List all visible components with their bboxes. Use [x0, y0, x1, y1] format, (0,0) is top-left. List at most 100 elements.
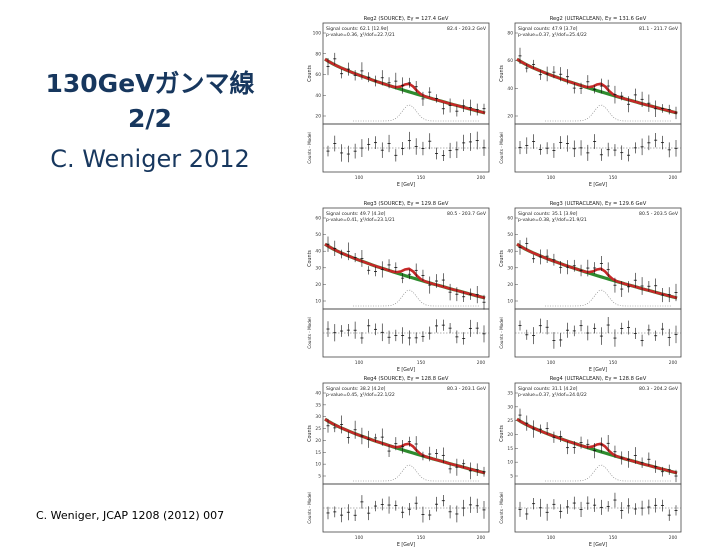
x-tick-label: 150 [609, 175, 618, 181]
x-tick-label: 100 [355, 360, 364, 366]
slide-title: 130GeVガンマ線 [45, 69, 255, 98]
panel-header: Reg2 (SOURCE), Eγ = 127.4 GeV [364, 16, 449, 22]
background-model-curve [324, 242, 486, 300]
signal-fit-curve [516, 243, 678, 300]
y-tick-label: 10 [507, 299, 513, 305]
background-model-curve [324, 417, 486, 475]
y-axis-label: Counts [499, 65, 505, 82]
x-tick-label: 200 [669, 535, 678, 541]
y-tick-label: 20 [315, 438, 321, 444]
spectrum-plot: Reg2 (ULTRACLEAN), Eγ = 131.6 GeV Signal … [499, 16, 682, 188]
x-tick-label: 100 [547, 360, 556, 366]
spectrum-panel: Reg4 (SOURCE), Eγ = 128.8 GeV Signal coun… [305, 372, 495, 548]
y-tick-label: 30 [507, 404, 513, 410]
y-tick-label: 20 [315, 282, 321, 288]
y-axis-label: Counts [307, 250, 313, 267]
signal-counts-label: Signal counts: 31.1 [4.2σ] [518, 386, 578, 392]
y-tick-label: 25 [315, 426, 321, 432]
y-tick-label: 40 [315, 391, 321, 397]
spectrum-panel: Reg3 (ULTRACLEAN), Eγ = 129.6 GeV Signal … [497, 197, 687, 373]
x-tick-label: 100 [547, 535, 556, 541]
y-tick-label: 5 [318, 474, 321, 480]
residual-axis-label: Counts - Model [307, 492, 312, 523]
x-axis-label: E [GeV] [397, 542, 415, 548]
y-tick-label: 40 [507, 249, 513, 255]
spectrum-panel: Reg4 (ULTRACLEAN), Eγ = 128.8 GeV Signal … [497, 372, 687, 548]
spectrum-plot: Reg4 (SOURCE), Eγ = 128.8 GeV Signal coun… [307, 376, 490, 548]
residual-axis-label: Counts - Model [499, 492, 504, 523]
y-tick-label: 20 [507, 432, 513, 438]
x-tick-label: 150 [417, 175, 426, 181]
y-tick-label: 20 [507, 114, 513, 120]
y-axis-label: Counts [307, 65, 313, 82]
signal-component-curve [353, 289, 479, 307]
residual-axis-label: Counts - Model [499, 132, 504, 163]
x-tick-label: 100 [547, 175, 556, 181]
x-tick-label: 200 [669, 175, 678, 181]
spectrum-plot: Reg2 (SOURCE), Eγ = 127.4 GeV Signal coun… [307, 16, 490, 188]
spectrum-plot: Reg4 (ULTRACLEAN), Eγ = 128.8 GeV Signal … [499, 376, 682, 548]
x-tick-label: 100 [355, 535, 364, 541]
y-tick-label: 60 [315, 72, 321, 78]
signal-counts-label: Signal counts: 62.1 [12.9σ] [326, 26, 389, 32]
y-tick-label: 50 [315, 232, 321, 238]
p-value-label: p-value=0.38, χ²/dof=21.9/21 [518, 217, 587, 223]
residual-axis-label: Counts - Model [499, 317, 504, 348]
energy-range-label: 82.4 - 203.2 GeV [447, 26, 487, 32]
y-axis-label: Counts [499, 250, 505, 267]
y-tick-label: 30 [507, 265, 513, 271]
x-axis-label: E [GeV] [397, 367, 415, 373]
y-tick-label: 10 [315, 462, 321, 468]
x-axis-label: E [GeV] [589, 182, 607, 188]
y-axis-label: Counts [499, 425, 505, 442]
y-tick-label: 40 [507, 86, 513, 92]
x-tick-label: 150 [609, 535, 618, 541]
signal-component-curve [353, 464, 479, 482]
x-tick-label: 200 [477, 175, 486, 181]
background-model-curve [516, 417, 678, 475]
y-tick-label: 50 [507, 232, 513, 238]
y-tick-label: 35 [315, 402, 321, 408]
y-tick-label: 40 [315, 249, 321, 255]
signal-counts-label: Signal counts: 47.9 [3.7σ] [518, 26, 578, 32]
y-tick-label: 80 [507, 31, 513, 37]
y-tick-label: 15 [315, 450, 321, 456]
x-axis-label: E [GeV] [397, 182, 415, 188]
y-tick-label: 5 [510, 474, 513, 480]
signal-counts-label: Signal counts: 38.2 [4.2σ] [326, 386, 386, 392]
panel-header: Reg3 (SOURCE), Eγ = 129.8 GeV [364, 201, 449, 207]
y-tick-label: 80 [315, 51, 321, 57]
y-tick-label: 25 [507, 418, 513, 424]
y-tick-label: 20 [315, 114, 321, 120]
signal-component-curve [353, 104, 479, 122]
y-tick-label: 60 [507, 216, 513, 222]
signal-component-curve [545, 464, 671, 482]
energy-range-label: 80.5 - 203.7 GeV [447, 211, 487, 217]
y-tick-label: 60 [507, 58, 513, 64]
x-tick-label: 200 [477, 360, 486, 366]
spectrum-plot: Reg3 (ULTRACLEAN), Eγ = 129.6 GeV Signal … [499, 201, 682, 373]
signal-component-curve [545, 289, 671, 307]
energy-range-label: 80.5 - 203.5 GeV [639, 211, 679, 217]
residual-axis-label: Counts - Model [307, 317, 312, 348]
slide-subtitle: C. Weniger 2012 [50, 145, 250, 173]
p-value-label: p-value=0.45, χ²/dof=22.1/22 [326, 392, 395, 398]
signal-fit-curve [324, 243, 486, 300]
signal-fit-curve [516, 58, 678, 115]
residual-axis-label: Counts - Model [307, 132, 312, 163]
panel-header: Reg3 (ULTRACLEAN), Eγ = 129.6 GeV [550, 201, 647, 207]
panel-header: Reg2 (ULTRACLEAN), Eγ = 131.6 GeV [550, 16, 647, 22]
y-tick-label: 30 [315, 414, 321, 420]
p-value-label: p-value=0.41, χ²/dof=23.1/21 [326, 217, 395, 223]
p-value-label: p-value=0.37, χ²/dof=25.4/22 [518, 32, 587, 38]
y-tick-label: 15 [507, 446, 513, 452]
x-tick-label: 150 [609, 360, 618, 366]
x-axis-label: E [GeV] [589, 367, 607, 373]
signal-counts-label: Signal counts: 49.7 [4.3σ] [326, 211, 386, 217]
y-tick-label: 100 [313, 31, 322, 37]
spectrum-plot: Reg3 (SOURCE), Eγ = 129.8 GeV Signal coun… [307, 201, 490, 373]
background-model-curve [516, 57, 678, 115]
energy-range-label: 80.3 - 203.1 GeV [447, 386, 487, 392]
y-tick-label: 40 [315, 93, 321, 99]
y-tick-label: 10 [507, 460, 513, 466]
